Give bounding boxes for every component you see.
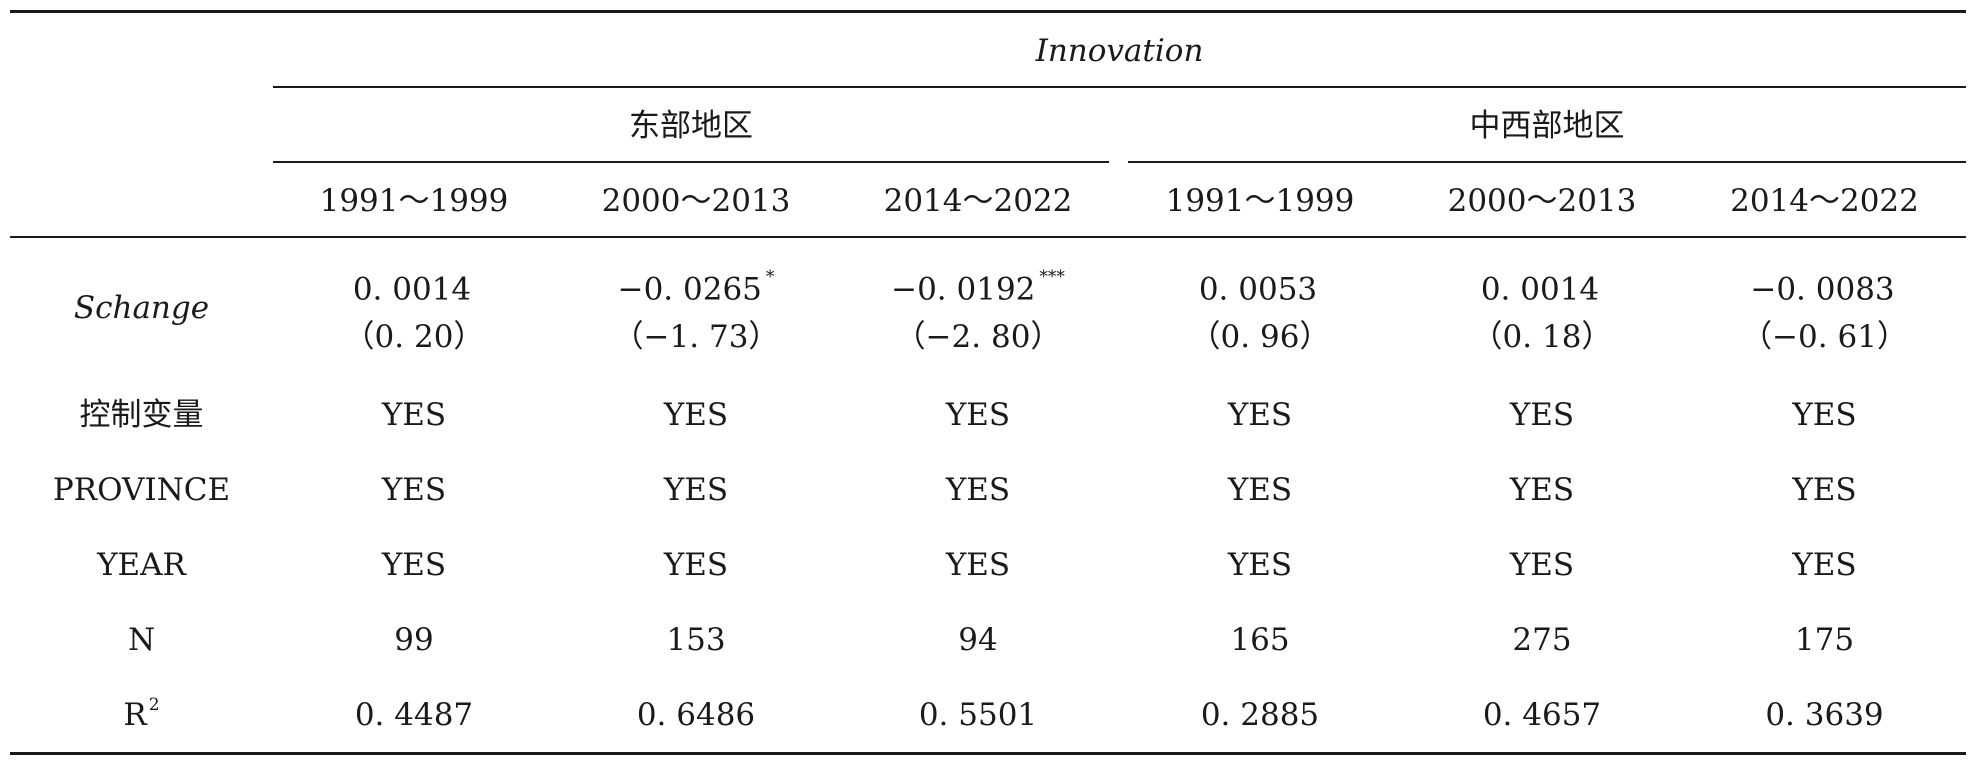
t-value: （−2. 80） [894, 319, 1062, 355]
table-cell: YES [1792, 396, 1857, 433]
table-cell: YES [945, 471, 1011, 508]
row-label-year: YEAR [97, 546, 186, 583]
top-rule [10, 10, 1966, 13]
t-value: （0. 18） [1471, 319, 1613, 355]
table-cell: 0. 6486 [636, 696, 756, 733]
table-cell: YES [381, 546, 447, 583]
table-cell: YES [663, 546, 729, 583]
table-cell: 0. 4487 [354, 696, 474, 733]
r-superscript: 2 [148, 694, 160, 715]
coefficient-cell: −0. 0083 （−0. 61） [1683, 254, 1966, 366]
table-cell: 99 [394, 621, 434, 658]
coefficient-value: 0. 0014 [352, 271, 472, 308]
row-label-n: N [127, 621, 156, 658]
table-cell: YES [1509, 471, 1575, 508]
table-cell: 165 [1230, 621, 1290, 658]
region-header-midwest: 中西部地区 [1469, 107, 1625, 144]
table-cell: 0. 2885 [1200, 696, 1320, 733]
table-cell: 94 [958, 621, 998, 658]
dependent-variable-rule [273, 86, 1966, 88]
table-cell: YES [381, 471, 447, 508]
table-cell: YES [1227, 546, 1293, 583]
table-cell: YES [945, 396, 1011, 433]
region-east-rule [273, 161, 1109, 163]
t-value: （0. 20） [343, 319, 485, 355]
period-header: 2014～2022 [1730, 182, 1919, 219]
coefficient-cell: −0. 0192 *** （−2. 80） [837, 254, 1119, 366]
dependent-variable-header: Innovation [1035, 32, 1204, 69]
header-bottom-rule [10, 236, 1966, 238]
coefficient-value: −0. 0192 [891, 271, 1036, 308]
bottom-rule [10, 752, 1966, 755]
coefficient-value: 0. 0014 [1480, 271, 1600, 308]
row-label-province: PROVINCE [52, 471, 231, 508]
table-cell: 0. 4657 [1482, 696, 1602, 733]
table-cell: YES [663, 396, 729, 433]
table-cell: YES [1227, 471, 1293, 508]
coefficient-cell: −0. 0265 * （−1. 73） [555, 254, 837, 366]
r-label: R [123, 696, 147, 733]
t-value: （−1. 73） [612, 319, 780, 355]
table-cell: YES [945, 546, 1011, 583]
significance-stars: *** [1039, 267, 1065, 287]
table-cell: 153 [666, 621, 726, 658]
row-label-schange: Schange [73, 289, 210, 326]
table-cell: YES [1509, 546, 1575, 583]
coefficient-value: −0. 0265 [617, 271, 762, 308]
table-cell: YES [381, 396, 447, 433]
period-header: 2014～2022 [883, 182, 1073, 219]
table-cell: YES [663, 471, 729, 508]
table-cell: 0. 3639 [1765, 696, 1884, 733]
t-value: （−0. 61） [1741, 319, 1908, 355]
period-header: 1991～1999 [319, 182, 509, 219]
period-header: 2000～2013 [601, 182, 791, 219]
coefficient-value: −0. 0083 [1750, 271, 1895, 308]
t-value: （0. 96） [1189, 319, 1331, 355]
table-cell: YES [1792, 546, 1857, 583]
region-midwest-rule [1128, 161, 1966, 163]
table-cell: YES [1227, 396, 1293, 433]
table-cell: 0. 5501 [918, 696, 1038, 733]
table-cell: 275 [1512, 621, 1572, 658]
coefficient-cell: 0. 0014 （0. 18） [1401, 254, 1683, 366]
table-cell: YES [1509, 396, 1575, 433]
table-cell: YES [1792, 471, 1857, 508]
significance-stars: * [765, 267, 775, 287]
coefficient-cell: 0. 0053 （0. 96） [1119, 254, 1401, 366]
period-header: 2000～2013 [1447, 182, 1637, 219]
table-cell: 175 [1794, 621, 1855, 658]
coefficient-value: 0. 0053 [1198, 271, 1318, 308]
period-header: 1991～1999 [1165, 182, 1355, 219]
coefficient-cell: 0. 0014 （0. 20） [273, 254, 555, 366]
region-header-east: 东部地区 [629, 107, 753, 144]
row-label-controls: 控制变量 [79, 396, 204, 433]
